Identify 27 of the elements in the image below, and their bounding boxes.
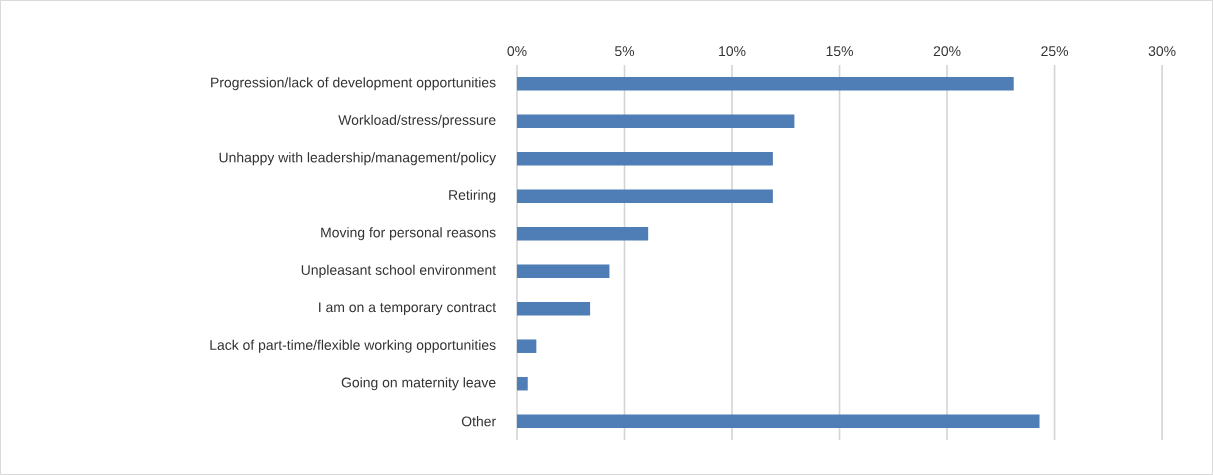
bar <box>516 377 528 391</box>
bar <box>516 302 591 316</box>
x-tick-label: 0% <box>507 46 527 57</box>
y-tick-label: Workload/stress/pressure <box>338 114 496 128</box>
x-tick-label: 25% <box>1041 46 1069 57</box>
bar <box>516 339 537 354</box>
y-tick-label: Retiring <box>449 189 496 203</box>
bar <box>516 227 649 241</box>
x-tick-label: 20% <box>933 46 961 57</box>
y-tick-label: Progression/lack of development opportunities <box>211 77 496 91</box>
bar <box>516 114 795 128</box>
y-tick-label: I am on a temporary contract <box>319 302 497 316</box>
y-tick-label: Going on maternity leave <box>341 377 496 391</box>
y-tick-label: Unpleasant school environment <box>301 264 496 278</box>
y-tick-label: Unhappy with leadership/management/policy <box>219 152 497 166</box>
y-tick-label: Moving for personal reasons <box>321 227 496 241</box>
bar <box>516 151 773 166</box>
bar <box>516 76 1014 91</box>
x-tick-label: 10% <box>719 46 746 57</box>
x-tick-label: 30% <box>1148 46 1176 57</box>
bar <box>516 264 610 279</box>
y-tick-label: Other <box>461 416 496 427</box>
bar <box>516 414 1040 429</box>
x-tick-label: 15% <box>826 46 853 57</box>
y-tick-label: Lack of part-time/flexible working opportunities <box>210 339 496 353</box>
x-tick-label: 5% <box>614 46 635 57</box>
bar <box>516 189 773 203</box>
